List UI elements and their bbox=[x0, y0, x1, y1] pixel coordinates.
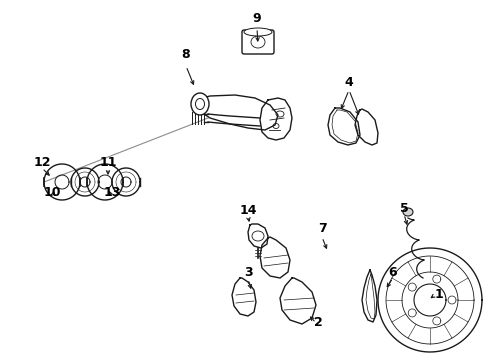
Text: 2: 2 bbox=[314, 316, 322, 329]
Text: 10: 10 bbox=[43, 185, 61, 198]
Polygon shape bbox=[328, 108, 360, 145]
Text: 5: 5 bbox=[400, 202, 409, 215]
Text: 9: 9 bbox=[253, 12, 261, 24]
Text: 14: 14 bbox=[239, 203, 257, 216]
Polygon shape bbox=[248, 224, 268, 248]
Ellipse shape bbox=[244, 28, 272, 36]
Text: 1: 1 bbox=[435, 288, 444, 302]
Polygon shape bbox=[280, 278, 316, 324]
Ellipse shape bbox=[403, 208, 413, 216]
Text: 11: 11 bbox=[99, 156, 117, 168]
Text: 6: 6 bbox=[389, 266, 397, 279]
Text: 4: 4 bbox=[344, 76, 353, 89]
Polygon shape bbox=[195, 95, 278, 130]
Polygon shape bbox=[260, 237, 290, 278]
Ellipse shape bbox=[191, 93, 209, 115]
Text: 12: 12 bbox=[33, 156, 51, 168]
Polygon shape bbox=[362, 270, 377, 322]
Text: 3: 3 bbox=[244, 266, 252, 279]
Text: 7: 7 bbox=[318, 221, 326, 234]
Text: 8: 8 bbox=[182, 49, 190, 62]
Polygon shape bbox=[355, 109, 378, 145]
Polygon shape bbox=[260, 98, 292, 140]
Polygon shape bbox=[232, 278, 256, 316]
Polygon shape bbox=[414, 284, 446, 316]
Polygon shape bbox=[378, 248, 482, 352]
Text: 13: 13 bbox=[103, 185, 121, 198]
